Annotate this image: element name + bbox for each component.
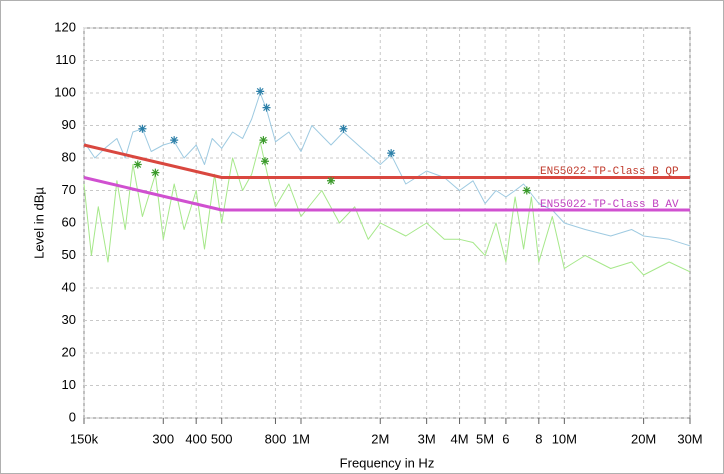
x-tick-label: 1M bbox=[292, 431, 310, 446]
peak-marker bbox=[260, 157, 269, 166]
y-tick-label: 60 bbox=[62, 214, 76, 229]
x-tick-label: 4M bbox=[451, 431, 469, 446]
peak-marker bbox=[339, 124, 348, 133]
y-tick-label: 10 bbox=[62, 377, 76, 392]
y-tick-label: 80 bbox=[62, 149, 76, 164]
peak-marker bbox=[326, 176, 335, 185]
y-tick-label: 90 bbox=[62, 117, 76, 132]
y-tick-label: 110 bbox=[55, 52, 76, 67]
y-tick-label: 40 bbox=[62, 279, 76, 294]
peak-marker bbox=[151, 168, 160, 177]
peak-marker bbox=[170, 136, 179, 145]
series-line bbox=[83, 92, 691, 247]
x-tick-label: 3M bbox=[418, 431, 436, 446]
x-tick-label: 5M bbox=[476, 431, 494, 446]
x-tick-label: 800 bbox=[265, 431, 287, 446]
x-axis-label: Frequency in Hz bbox=[340, 455, 435, 470]
peak-marker bbox=[522, 186, 531, 195]
limit-label: EN55022-TP-Class B AV bbox=[540, 199, 679, 211]
x-tick-label: 8 bbox=[535, 431, 542, 446]
x-tick-label: 30M bbox=[677, 431, 702, 446]
x-tick-label: 300 bbox=[152, 431, 174, 446]
series-line bbox=[83, 143, 690, 179]
peak-marker bbox=[133, 160, 142, 169]
y-axis-label: Level in dBµ bbox=[31, 187, 46, 259]
y-tick-label: 70 bbox=[62, 182, 76, 197]
y-tick-label: 20 bbox=[62, 344, 76, 359]
y-tick-label: 50 bbox=[62, 247, 76, 262]
x-tick-label: 6 bbox=[502, 431, 509, 446]
y-tick-label: 100 bbox=[54, 84, 76, 99]
peak-marker bbox=[138, 124, 147, 133]
x-tick-label: 10M bbox=[552, 431, 577, 446]
peak-marker bbox=[256, 87, 265, 96]
x-tick-label: 20M bbox=[631, 431, 656, 446]
series-line bbox=[83, 176, 690, 212]
limit-label: EN55022-TP-Class B QP bbox=[540, 166, 679, 178]
x-tick-label: 400 bbox=[185, 431, 207, 446]
y-tick-label: 30 bbox=[62, 312, 76, 327]
peak-marker bbox=[259, 136, 268, 145]
x-tick-label: 150k bbox=[70, 431, 99, 446]
y-tick-label: 120 bbox=[54, 19, 76, 34]
x-tick-label: 500 bbox=[211, 431, 233, 446]
x-tick-label: 2M bbox=[371, 431, 389, 446]
peak-marker bbox=[387, 149, 396, 158]
peak-marker bbox=[262, 103, 271, 112]
y-tick-label: 0 bbox=[69, 409, 76, 424]
